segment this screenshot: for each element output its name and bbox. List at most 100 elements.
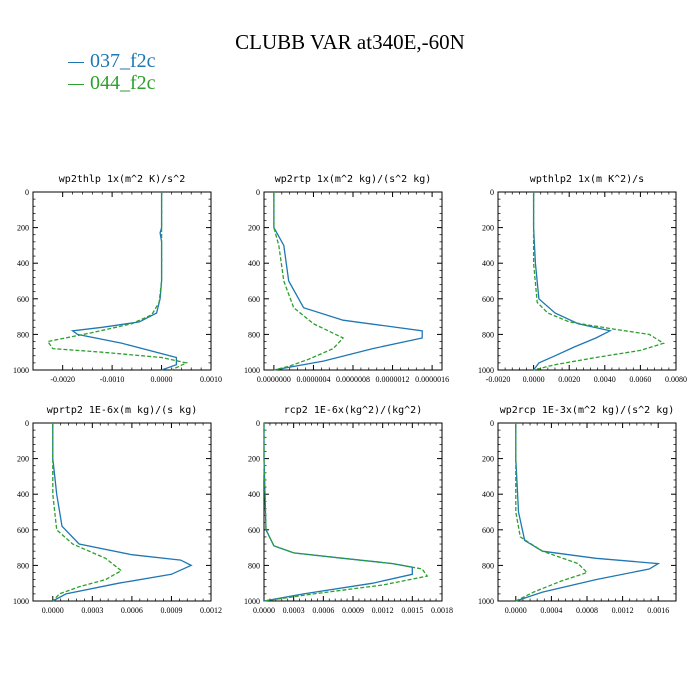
x-tick-label: -0.0020 (50, 375, 75, 384)
series-line-044_f2c (273, 192, 345, 371)
x-tick-label: 0.0003 (81, 606, 103, 615)
panel-4: wprtp2 1E-6x(m kg)/(s kg) 0 200 400 600 800 10… (13, 405, 222, 615)
y-tick-label: 0 (25, 419, 29, 428)
plot-frame (32, 422, 212, 602)
panel-title-1: wp2thlp 1x(m^2 K)/s^2 (59, 174, 185, 185)
series-line-037_f2c (70, 192, 178, 371)
x-tick-label: 0.0000 (523, 375, 545, 384)
y-tick-label: 1000 (244, 366, 260, 375)
series-line-044_f2c (532, 192, 666, 371)
y-tick-label: 600 (17, 295, 29, 304)
x-tick-label: 0.0006 (121, 606, 143, 615)
series-line-037_f2c (52, 423, 193, 602)
y-tick-label: 1000 (244, 597, 260, 606)
y-tick-label: 0 (490, 188, 494, 197)
y-tick-label: 600 (482, 295, 494, 304)
legend-swatch-044 (68, 83, 84, 85)
legend-label-037: 037_f2c (90, 50, 156, 72)
x-tick-label: 0.0000 (151, 375, 173, 384)
y-tick-label: 800 (248, 330, 260, 339)
series-line-037_f2c (273, 192, 423, 371)
plot-frame (263, 422, 443, 602)
legend-item-044: 044_f2c (68, 72, 156, 95)
series-line-044_f2c (52, 423, 123, 602)
x-tick-label: 0.0020 (558, 375, 580, 384)
x-tick-label: 0.0006 (312, 606, 334, 615)
y-tick-label: 600 (17, 526, 29, 535)
plot-frame (497, 422, 677, 602)
panel-5: rcp2 1E-6x(kg^2)/(kg^2) 0 200 400 600 800 1000… (244, 405, 453, 615)
panel-title-4: wprtp2 1E-6x(m kg)/(s kg) (47, 405, 198, 416)
x-tick-label: 0.0015 (401, 606, 423, 615)
plot-frame (497, 191, 677, 371)
x-tick-label: 0.0010 (200, 375, 222, 384)
y-tick-label: 1000 (478, 366, 494, 375)
y-tick-label: 800 (17, 561, 29, 570)
y-tick-label: 400 (482, 259, 494, 268)
x-tick-label: -0.0010 (100, 375, 125, 384)
panel-6: wp2rcp 1E-3x(m^2 kg)/(s^2 kg) 0 200 400 600 8… (478, 405, 677, 615)
page-title: CLUBB VAR at340E,-60N (235, 30, 465, 54)
y-tick-label: 0 (25, 188, 29, 197)
y-tick-label: 200 (17, 224, 29, 233)
x-tick-label: 0.0000 (253, 606, 275, 615)
series-line-044_f2c (263, 423, 429, 602)
x-tick-label: 0.0000000 (257, 375, 291, 384)
x-tick-label: 0.0080 (665, 375, 687, 384)
y-tick-label: 200 (17, 455, 29, 464)
y-tick-label: 0 (490, 419, 494, 428)
y-tick-label: 800 (482, 561, 494, 570)
y-tick-label: 1000 (478, 597, 494, 606)
y-tick-label: 1000 (13, 366, 29, 375)
panel-title-3: wpthlp2 1x(m K^2)/s (530, 174, 644, 185)
panel-title-5: rcp2 1E-6x(kg^2)/(kg^2) (284, 405, 422, 416)
x-tick-label: 0.0012 (200, 606, 222, 615)
panel-3: wpthlp2 1x(m K^2)/s 0 200 400 600 800 1000-0.0… (478, 174, 687, 384)
y-tick-label: 800 (17, 330, 29, 339)
legend-label-044: 044_f2c (90, 72, 156, 94)
y-tick-label: 0 (256, 188, 260, 197)
x-tick-label: 0.0060 (629, 375, 651, 384)
y-tick-label: 600 (482, 526, 494, 535)
x-tick-label: 0.0040 (594, 375, 616, 384)
x-tick-label: 0.0009 (342, 606, 364, 615)
x-tick-label: 0.0000012 (376, 375, 410, 384)
panel-title-2: wp2rtp 1x(m^2 kg)/(s^2 kg) (275, 174, 432, 185)
series-line-037_f2c (532, 192, 613, 371)
y-tick-label: 1000 (13, 597, 29, 606)
x-tick-label: 0.0012 (612, 606, 634, 615)
y-tick-label: 400 (17, 490, 29, 499)
x-tick-label: 0.0003 (283, 606, 305, 615)
x-tick-label: 0.0009 (160, 606, 182, 615)
x-tick-label: 0.0016 (647, 606, 669, 615)
x-tick-label: 0.0008 (576, 606, 598, 615)
panel-2: wp2rtp 1x(m^2 kg)/(s^2 kg) 0 200 400 600 800 1… (244, 174, 449, 384)
series-line-044_f2c (515, 423, 589, 602)
y-tick-label: 400 (482, 490, 494, 499)
x-tick-label: 0.0000008 (336, 375, 370, 384)
x-tick-label: 0.0018 (431, 606, 453, 615)
y-tick-label: 800 (482, 330, 494, 339)
x-tick-label: 0.0000004 (296, 375, 330, 384)
y-tick-label: 400 (248, 259, 260, 268)
y-tick-label: 600 (248, 295, 260, 304)
y-tick-label: 200 (248, 455, 260, 464)
legend-swatch-037 (68, 61, 84, 63)
y-tick-label: 0 (256, 419, 260, 428)
y-tick-label: 200 (482, 224, 494, 233)
series-line-037_f2c (515, 423, 661, 602)
panel-title-6: wp2rcp 1E-3x(m^2 kg)/(s^2 kg) (500, 405, 675, 416)
x-tick-label: 0.0000 (42, 606, 64, 615)
x-tick-label: 0.0012 (372, 606, 394, 615)
y-tick-label: 200 (248, 224, 260, 233)
series-line-044_f2c (46, 192, 189, 371)
y-tick-label: 800 (248, 561, 260, 570)
y-tick-label: 200 (482, 455, 494, 464)
series-line-037_f2c (263, 423, 413, 602)
y-tick-label: 400 (248, 490, 260, 499)
y-tick-label: 600 (248, 526, 260, 535)
plot-frame (263, 191, 443, 371)
x-tick-label: 0.0000016 (415, 375, 449, 384)
legend-item-037: 037_f2c (68, 50, 156, 73)
